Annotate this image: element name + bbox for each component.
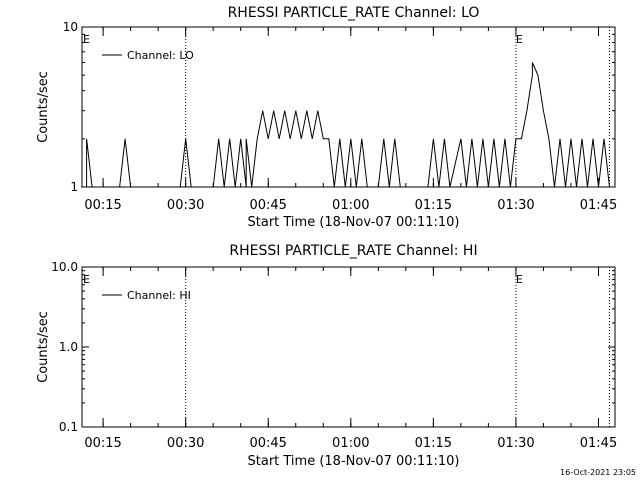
- event-marker: E: [83, 33, 90, 46]
- x-tick-label: 00:45: [249, 198, 286, 213]
- event-marker: E: [83, 273, 90, 286]
- x-tick-label: 01:45: [580, 436, 617, 451]
- y-tick-label: 0.1: [59, 420, 78, 434]
- x-tick-label: 01:15: [415, 198, 452, 213]
- y-tick-label: 10.0: [51, 260, 78, 274]
- y-tick-label: 10: [63, 20, 78, 34]
- y-axis-label: Counts/sec: [36, 71, 51, 143]
- x-tick-label: 01:00: [332, 198, 369, 213]
- plot-frame: [81, 26, 616, 188]
- x-tick-label: 01:15: [415, 436, 452, 451]
- chart-title: RHESSI PARTICLE_RATE Channel: LO: [228, 5, 480, 21]
- x-tick-label: 01:30: [497, 436, 534, 451]
- x-tick-label: 00:30: [167, 198, 204, 213]
- event-marker: E: [516, 273, 523, 286]
- x-axis-label: Start Time (18-Nov-07 00:11:10): [248, 215, 460, 230]
- panel-lo: RHESSI PARTICLE_RATE Channel: LO 1 10 Count…: [36, 5, 617, 230]
- event-marker: E: [516, 33, 523, 46]
- x-tick-label: 01:30: [497, 198, 534, 213]
- x-tick-label: 00:45: [249, 436, 286, 451]
- x-tick-label: 00:15: [84, 198, 121, 213]
- x-tick-label: 01:00: [332, 436, 369, 451]
- x-tick-label: 01:45: [580, 198, 617, 213]
- chart-title: RHESSI PARTICLE_RATE Channel: HI: [229, 243, 477, 259]
- y-tick-label: 1: [70, 180, 78, 194]
- footer-timestamp: 16-Oct-2021 23:05: [560, 468, 636, 477]
- y-tick-label: 1.0: [59, 340, 78, 354]
- x-tick-label: 00:30: [167, 436, 204, 451]
- y-axis-label: Counts/sec: [36, 311, 51, 383]
- legend-label: Channel: HI: [127, 289, 191, 302]
- x-tick-label: 00:15: [84, 436, 121, 451]
- series-line: [81, 62, 610, 188]
- legend-label: Channel: LO: [127, 49, 194, 62]
- panel-hi: RHESSI PARTICLE_RATE Channel: HI 0.1 1.0 10…: [36, 243, 617, 469]
- x-axis-label: Start Time (18-Nov-07 00:11:10): [248, 454, 460, 469]
